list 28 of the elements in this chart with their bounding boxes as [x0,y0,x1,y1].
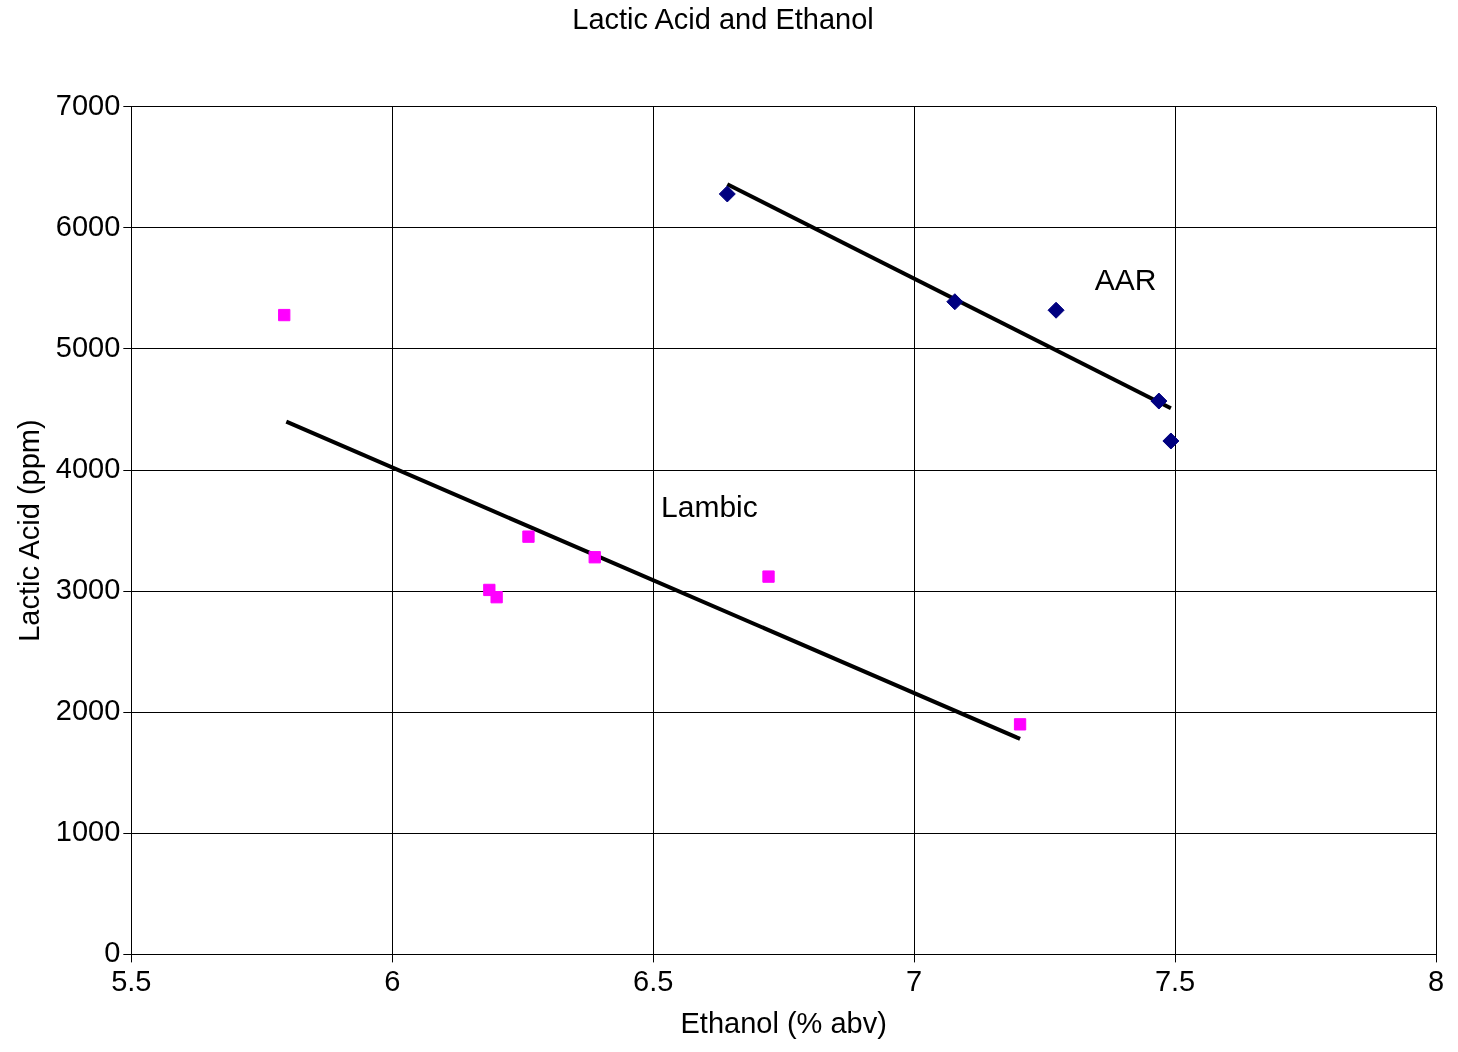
x-tick-label: 7.5 [1154,964,1196,997]
point [1013,718,1027,731]
y-axis-title: Lactic Acid (ppm) [13,419,46,642]
x-tick-label: 8 [1427,964,1445,997]
series-label: Lambic [661,489,758,523]
point [1150,392,1168,410]
x-tick-label: 6.5 [633,964,674,997]
y-tick-label: 4000 [55,452,121,485]
chart-title: Lactic Acid and Ethanol [572,3,874,36]
y-tick-label: 6000 [55,209,121,242]
point [946,293,964,311]
point [718,185,736,203]
point [490,591,503,604]
point [762,570,775,583]
point [278,308,291,322]
point [1162,432,1180,450]
y-tick-label: 1000 [55,815,121,848]
x-axis-title: Ethanol (% abv) [680,1006,887,1039]
y-tick-label: 3000 [55,573,121,606]
series-label: AAR [1094,262,1157,296]
point [1047,301,1065,319]
point [588,551,601,564]
x-tick-label: 7 [906,964,923,997]
point [522,530,535,543]
y-tick-label: 2000 [55,694,121,727]
y-tick-label: 7000 [55,88,121,121]
y-tick-label: 5000 [55,330,121,363]
x-tick-label: 6 [384,964,401,997]
